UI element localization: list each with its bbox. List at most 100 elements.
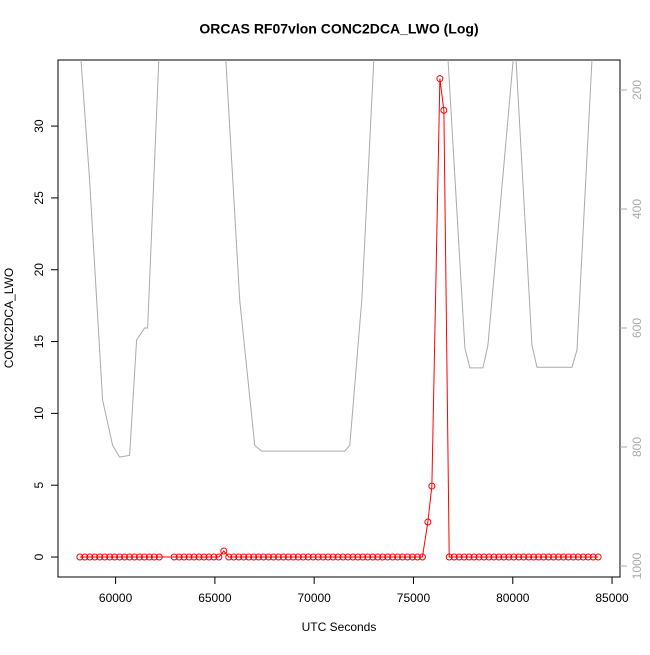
data-point (329, 553, 337, 561)
data-point (535, 553, 543, 561)
data-point (540, 553, 548, 561)
data-point (279, 553, 287, 561)
data-point (245, 553, 253, 561)
data-point (289, 553, 297, 561)
data-point (428, 482, 436, 490)
data-point (379, 553, 387, 561)
data-point (495, 553, 503, 561)
data-point (470, 553, 478, 561)
data-point (101, 553, 109, 561)
data-point (265, 553, 273, 561)
data-point (284, 553, 292, 561)
data-point (200, 553, 208, 561)
data-point (354, 553, 362, 561)
y-tick-label: 30 (32, 119, 46, 133)
data-point (574, 553, 582, 561)
data-point (359, 553, 367, 561)
data-point (589, 553, 597, 561)
data-point (210, 553, 218, 561)
data-point (225, 553, 233, 561)
data-point (111, 553, 119, 561)
data-point (250, 553, 258, 561)
data-point (510, 553, 518, 561)
plot-area (76, 60, 602, 561)
data-point (399, 553, 407, 561)
data-point (554, 553, 562, 561)
y2-tick-label: 1000 (630, 552, 644, 579)
data-point (135, 553, 143, 561)
data-point (344, 553, 352, 561)
x-tick-label: 70000 (297, 591, 331, 605)
data-point (185, 553, 193, 561)
data-point (269, 553, 277, 561)
data-point (260, 553, 268, 561)
data-point (549, 553, 557, 561)
data-point (86, 553, 94, 561)
data-point (450, 553, 458, 561)
data-point (413, 553, 421, 561)
data-point (274, 553, 282, 561)
data-point (520, 553, 528, 561)
data-point (140, 553, 148, 561)
data-point (190, 553, 198, 561)
data-point (515, 553, 523, 561)
data-point (460, 553, 468, 561)
data-point (240, 553, 248, 561)
data-point (170, 553, 178, 561)
x-tick-label: 75000 (397, 591, 431, 605)
y-tick-label: 0 (32, 553, 46, 560)
data-point (369, 553, 377, 561)
series-line (79, 78, 599, 558)
data-point (389, 553, 397, 561)
data-point (150, 553, 158, 561)
chart-title: ORCAS RF07vlon CONC2DCA_LWO (Log) (199, 21, 478, 37)
data-point (319, 553, 327, 561)
data-point (96, 553, 104, 561)
data-point (324, 553, 332, 561)
data-point (505, 553, 513, 561)
data-point (125, 553, 133, 561)
data-point (116, 553, 124, 561)
data-point (394, 553, 402, 561)
y-tick-label: 20 (32, 263, 46, 277)
data-point (418, 553, 426, 561)
data-point (445, 553, 453, 561)
data-point (230, 553, 238, 561)
data-point (404, 553, 412, 561)
y-tick-label: 10 (32, 406, 46, 420)
data-point (364, 553, 372, 561)
data-point (579, 553, 587, 561)
data-point (530, 553, 538, 561)
data-point (424, 518, 432, 526)
data-point (349, 553, 357, 561)
data-point (235, 553, 243, 561)
x-tick-label: 65000 (198, 591, 232, 605)
data-point (436, 75, 444, 83)
y2-tick-label: 200 (630, 80, 644, 100)
data-point (475, 553, 483, 561)
data-point (205, 553, 213, 561)
data-point (455, 553, 463, 561)
y2-tick-label: 600 (630, 318, 644, 338)
data-point (145, 553, 153, 561)
data-point (76, 553, 84, 561)
data-point (440, 106, 448, 114)
data-point (175, 553, 183, 561)
data-point (121, 553, 129, 561)
y-tick-label: 15 (32, 335, 46, 349)
data-point (374, 553, 382, 561)
data-point (255, 553, 263, 561)
data-point (408, 553, 416, 561)
data-point (500, 553, 508, 561)
data-point (106, 553, 114, 561)
data-point (485, 553, 493, 561)
data-point (525, 553, 533, 561)
data-point (564, 553, 572, 561)
x-tick-label: 80000 (496, 591, 530, 605)
data-point (465, 553, 473, 561)
series-line (80, 60, 593, 458)
x-tick-label: 60000 (99, 591, 133, 605)
data-point (584, 553, 592, 561)
data-point (490, 553, 498, 561)
